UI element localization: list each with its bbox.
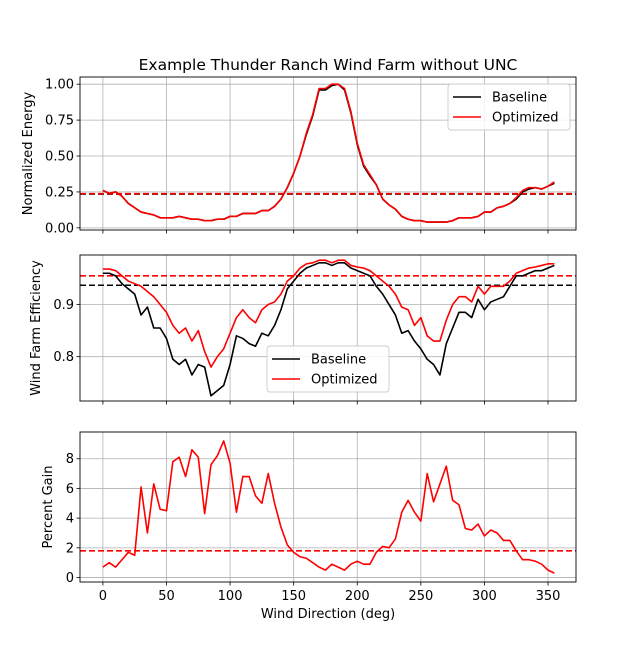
gain-ytick-label: 6: [66, 482, 74, 497]
efficiency-ytick-label: 0.8: [53, 350, 74, 365]
energy-ytick-label: 0.50: [45, 150, 74, 165]
energy-legend-label-optimized: Optimized: [492, 111, 559, 126]
efficiency-legend: Baseline Optimized: [266, 345, 390, 393]
figure-title: Example Thunder Ranch Wind Farm without …: [139, 56, 518, 74]
energy-ytick-label: 0.00: [45, 221, 74, 236]
gain-xtick-label: 150: [281, 589, 306, 604]
gain-ytick-label: 2: [66, 541, 74, 556]
gain-xtick-label: 350: [536, 589, 561, 604]
gain-ytick-label: 8: [66, 452, 74, 467]
energy-ytick-label: 0.25: [45, 185, 74, 200]
efficiency-axes-frame: [79, 254, 577, 402]
efficiency-legend-box: [266, 345, 390, 393]
gain-xtick-label: 100: [218, 589, 243, 604]
gain-xtick-label: 300: [472, 589, 497, 604]
efficiency-ytick-label: 0.9: [53, 298, 74, 313]
efficiency-baseline-line: [102, 262, 555, 397]
energy-optimized-line: [102, 83, 555, 223]
gain-panel: 0 50 100 150 200 250 300 350 0 2 4 6 8 Percent Gain Wi…: [41, 431, 577, 622]
energy-legend-label-baseline: Baseline: [492, 91, 547, 106]
gain-xlabel: Wind Direction (deg): [261, 607, 395, 622]
energy-panel: 0.00 0.25 0.50 0.75 1.00 Normalized Energy Bas…: [21, 76, 577, 236]
gain-ylabel: Percent Gain: [41, 466, 56, 549]
gain-xtick-label: 200: [345, 589, 370, 604]
gain-xtick-label: 50: [158, 589, 175, 604]
gain-axes-frame: [79, 431, 577, 583]
gain-xtick-label: 250: [408, 589, 433, 604]
gain-optimized-line: [102, 440, 555, 574]
efficiency-optimized-line: [102, 259, 555, 368]
energy-ytick-label: 0.75: [45, 114, 74, 129]
efficiency-panel: 0.8 0.9 Wind Farm Efficiency Baseline Optimi…: [29, 254, 577, 405]
efficiency-ylabel: Wind Farm Efficiency: [29, 260, 44, 396]
efficiency-legend-label-baseline: Baseline: [311, 353, 366, 368]
energy-legend-box: [447, 83, 571, 131]
energy-ytick-label: 1.00: [45, 78, 74, 93]
energy-axes-frame: [79, 76, 577, 231]
energy-legend: Baseline Optimized: [447, 83, 571, 131]
panels-group: 0.00 0.25 0.50 0.75 1.00 Normalized Energy Bas…: [21, 76, 577, 622]
gain-ytick-label: 4: [66, 512, 74, 527]
gain-ytick-label: 0: [66, 571, 74, 586]
gain-xtick-label: 0: [99, 589, 107, 604]
energy-ylabel: Normalized Energy: [21, 92, 36, 216]
efficiency-legend-label-optimized: Optimized: [311, 373, 378, 388]
